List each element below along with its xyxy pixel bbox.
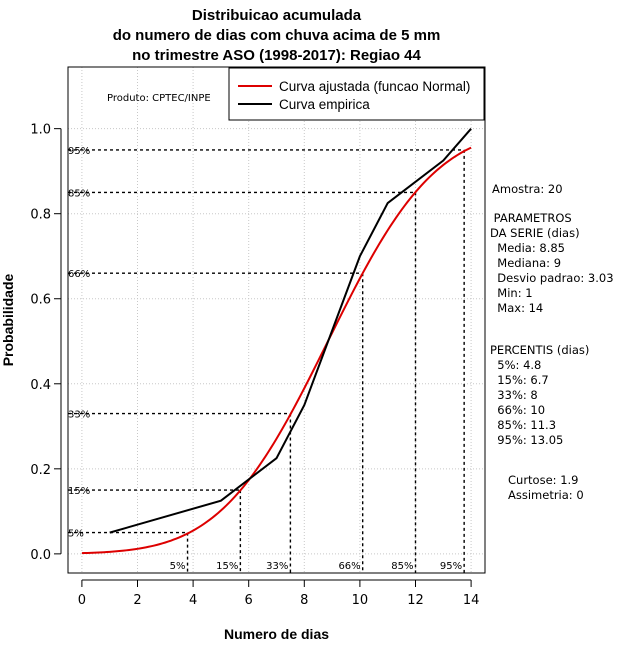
y-tick-label: 0.8 [30, 208, 51, 223]
stat-mean: Media: 8.85 [490, 241, 565, 255]
percentile-5: 5%: 4.8 [490, 358, 542, 372]
legend-label: Curva ajustada (funcao Normal) [279, 79, 470, 94]
legend-box [228, 67, 485, 121]
y-tick-label: 1.0 [30, 123, 51, 138]
y-tick-label: 0.6 [30, 293, 51, 308]
percentile-x-label: 33% [266, 561, 288, 572]
percentiles-title: PERCENTIS (dias) [490, 343, 590, 357]
legend-label: Curva empirica [279, 97, 370, 112]
x-tick-label: 6 [245, 593, 253, 608]
percentile-95: 95%: 13.05 [490, 433, 564, 447]
x-tick-label: 2 [133, 593, 141, 608]
percentile-y-label: 66% [68, 269, 90, 280]
y-axis-title: Probabilidade [0, 274, 16, 367]
parameters-title: PARAMETROS DA SERIE (dias) [490, 211, 580, 240]
percentile-85: 85%: 11.3 [490, 418, 557, 432]
percentile-y-label: 15% [68, 486, 90, 497]
sample-size: Amostra: 20 [492, 182, 563, 196]
stat-kurtosis: Curtose: 1.9 [508, 473, 579, 487]
percentile-x-label: 66% [338, 561, 360, 572]
x-tick-label: 12 [407, 593, 424, 608]
y-tick-label: 0.0 [30, 548, 51, 563]
y-tick-label: 0.2 [30, 463, 51, 478]
empirical-curve [109, 128, 472, 534]
chart-title-line: no trimestre ASO (1998-2017): Regiao 44 [132, 47, 421, 64]
percentile-x-label: 5% [170, 561, 186, 572]
percentile-y-label: 95% [68, 146, 90, 157]
stat-median: Mediana: 9 [490, 256, 562, 270]
stat-skewness: Assimetria: 0 [508, 488, 584, 502]
fitted-normal-curve [81, 146, 472, 555]
x-tick-label: 8 [300, 593, 308, 608]
x-axis-title: Numero de dias [224, 626, 329, 642]
percentile-y-label: 5% [68, 529, 84, 540]
stat-min: Min: 1 [490, 286, 533, 300]
percentile-y-label: 85% [68, 188, 90, 199]
x-tick-label: 10 [352, 593, 369, 608]
x-tick-label: 4 [189, 593, 197, 608]
plot-frame [67, 66, 486, 574]
chart-title-line: do numero de dias com chuva acima de 5 m… [113, 27, 441, 44]
credit-text: Produto: CPTEC/INPE [107, 93, 211, 104]
percentile-x-label: 85% [391, 561, 413, 572]
y-tick-label: 0.4 [30, 378, 51, 393]
percentile-66: 66%: 10 [490, 403, 546, 417]
percentile-15: 15%: 6.7 [490, 373, 549, 387]
x-tick-label: 0 [78, 593, 86, 608]
percentile-x-label: 15% [216, 561, 238, 572]
percentile-33: 33%: 8 [490, 388, 538, 402]
stat-max: Max: 14 [490, 301, 544, 315]
x-tick-label: 14 [463, 593, 480, 608]
percentile-y-label: 33% [68, 410, 90, 421]
stat-std-dev: Desvio padrao: 3.03 [490, 271, 614, 285]
chart-title-line: Distribuicao acumulada [192, 7, 362, 24]
percentile-x-label: 95% [440, 561, 462, 572]
